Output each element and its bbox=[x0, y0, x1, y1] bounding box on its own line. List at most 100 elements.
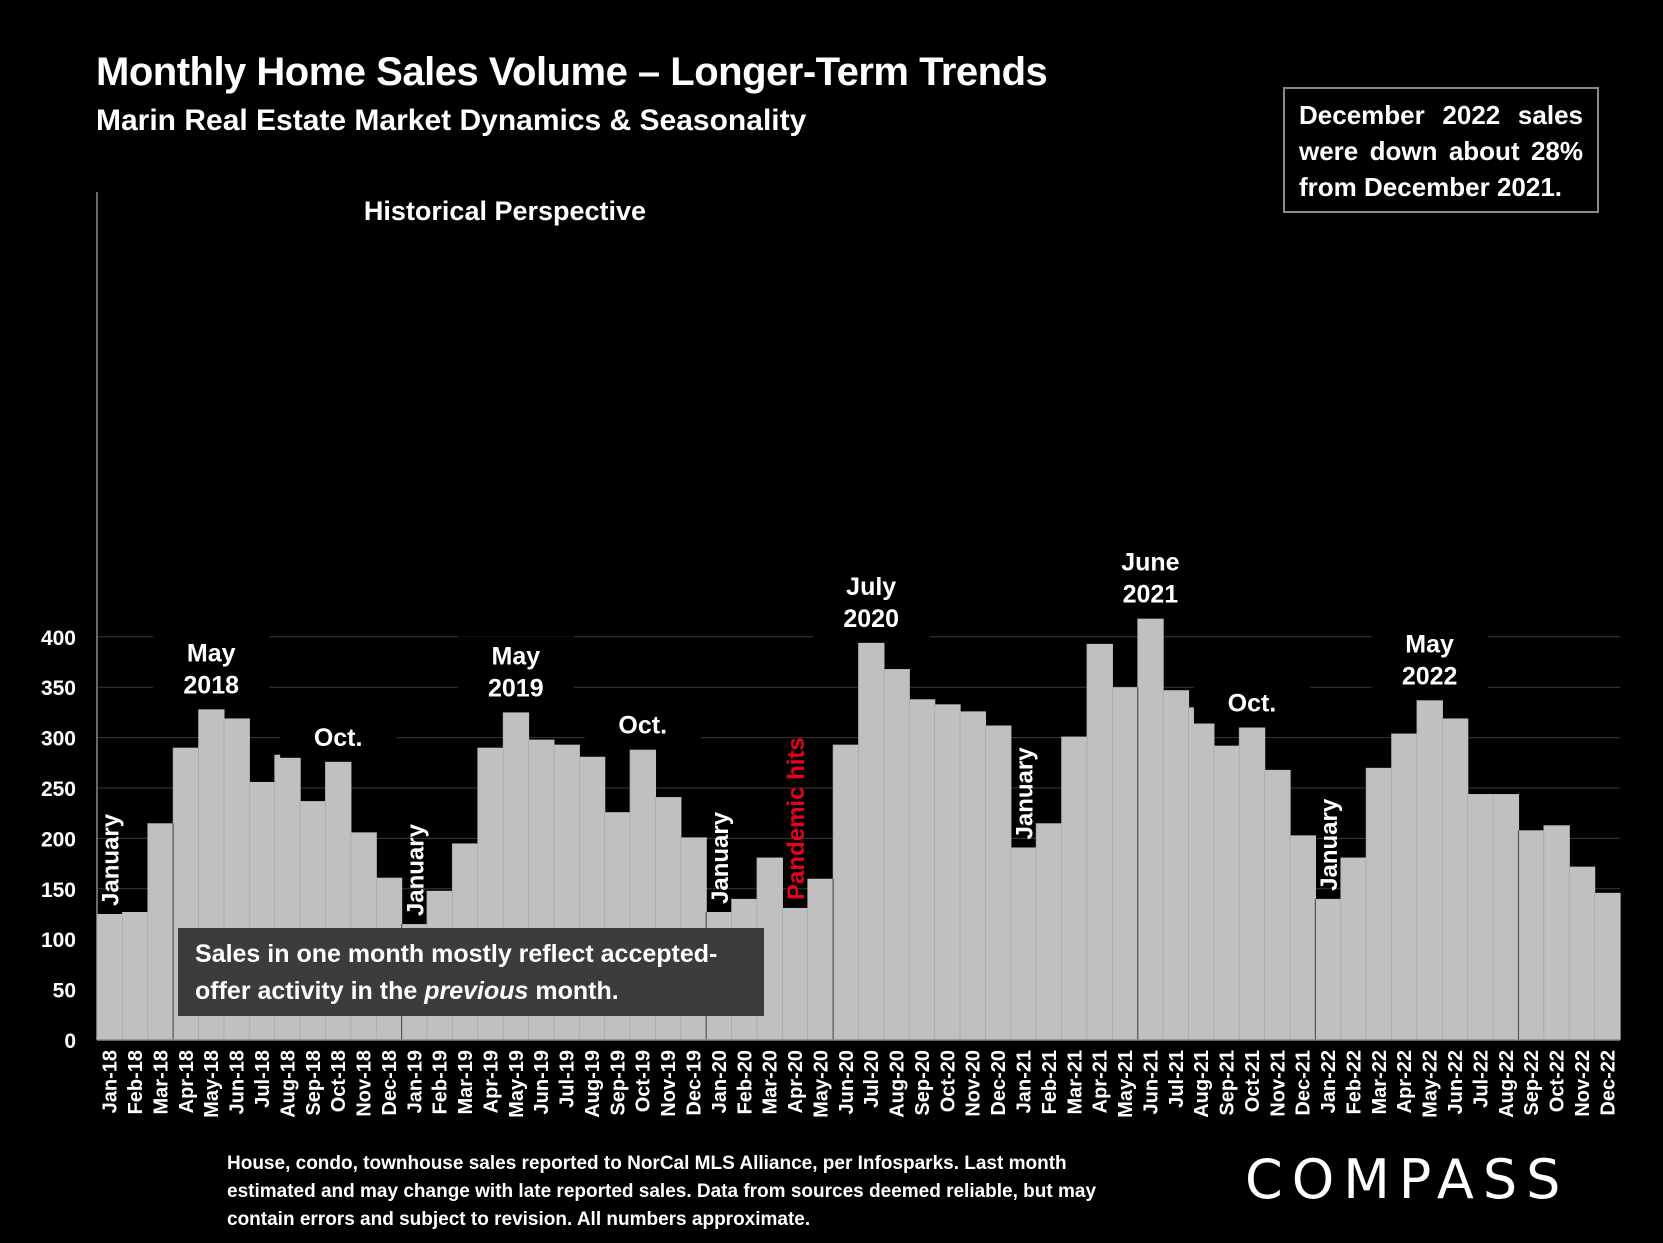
y-tick-label: 400 bbox=[41, 627, 76, 650]
x-tick-label: Jun-22 bbox=[1445, 1050, 1467, 1114]
bar bbox=[1315, 898, 1342, 1040]
x-tick-label: Mar-21 bbox=[1064, 1050, 1086, 1114]
x-tick-label: Nov-20 bbox=[963, 1050, 985, 1117]
bar bbox=[858, 642, 885, 1040]
peak-label: May bbox=[1405, 630, 1454, 658]
bar bbox=[985, 725, 1012, 1040]
peak-label: May bbox=[187, 639, 236, 667]
x-tick-label: Jul-20 bbox=[861, 1050, 883, 1108]
x-tick-label: Jun-19 bbox=[531, 1050, 553, 1114]
annotation-background bbox=[457, 636, 574, 709]
x-tick-label: Mar-20 bbox=[760, 1050, 782, 1114]
bar bbox=[1340, 857, 1367, 1040]
january-label: January bbox=[707, 811, 734, 904]
x-tick-label: Mar-18 bbox=[150, 1050, 172, 1114]
x-tick-label: Dec-22 bbox=[1597, 1050, 1619, 1116]
x-tick-label: Sep-19 bbox=[607, 1050, 629, 1116]
x-tick-label: Feb-19 bbox=[430, 1050, 452, 1114]
x-tick-label: Sep-18 bbox=[303, 1050, 325, 1116]
x-tick-label: Apr-19 bbox=[480, 1050, 502, 1113]
note-line-1: Sales in one month mostly reflect accept… bbox=[195, 940, 717, 968]
bar bbox=[1366, 767, 1393, 1040]
bar bbox=[960, 711, 987, 1040]
annotation-background bbox=[813, 566, 930, 639]
peak-label: 2018 bbox=[183, 671, 239, 699]
bar bbox=[807, 878, 834, 1040]
y-tick-label: 150 bbox=[41, 879, 76, 902]
annotation-background bbox=[1193, 683, 1310, 724]
chart-title: Historical Perspective bbox=[364, 196, 646, 226]
peak-label: July bbox=[846, 573, 896, 601]
x-tick-label: Apr-20 bbox=[785, 1050, 807, 1113]
bar bbox=[1137, 618, 1164, 1040]
title-background bbox=[345, 188, 665, 232]
x-tick-label: Apr-18 bbox=[176, 1050, 198, 1113]
bar bbox=[934, 704, 961, 1040]
x-tick-label: Feb-22 bbox=[1343, 1050, 1365, 1114]
bar bbox=[1036, 823, 1063, 1040]
x-tick-label: Aug-21 bbox=[1191, 1050, 1213, 1118]
x-tick-label: Dec-19 bbox=[684, 1050, 706, 1116]
peak-label: Oct. bbox=[1228, 690, 1277, 718]
x-tick-label: Sep-20 bbox=[912, 1050, 934, 1116]
x-tick-label: Oct-20 bbox=[937, 1050, 959, 1112]
bar bbox=[1163, 690, 1190, 1040]
x-tick-label: May-18 bbox=[201, 1050, 223, 1118]
peak-label: 2022 bbox=[1402, 662, 1458, 690]
annotation-background bbox=[280, 717, 397, 758]
y-tick-label: 300 bbox=[41, 728, 76, 751]
peak-label: 2021 bbox=[1123, 581, 1179, 609]
january-label: January bbox=[1011, 747, 1038, 840]
bar bbox=[1391, 733, 1418, 1040]
bar bbox=[1594, 892, 1621, 1040]
annotation-background bbox=[1092, 542, 1209, 615]
y-tick-label: 200 bbox=[41, 828, 76, 851]
y-tick-label: 350 bbox=[41, 677, 76, 700]
bar bbox=[1213, 745, 1240, 1040]
x-tick-label: Feb-21 bbox=[1039, 1050, 1061, 1114]
bar bbox=[1543, 825, 1570, 1040]
bar bbox=[883, 669, 910, 1040]
x-tick-label: Feb-20 bbox=[734, 1050, 756, 1114]
bar bbox=[1569, 866, 1596, 1040]
x-tick-label: Feb-18 bbox=[125, 1050, 147, 1114]
x-tick-label: Oct-18 bbox=[328, 1050, 350, 1112]
x-tick-label: Aug-18 bbox=[277, 1050, 299, 1118]
x-tick-label: Aug-19 bbox=[582, 1050, 604, 1118]
page-subtitle: Marin Real Estate Market Dynamics & Seas… bbox=[96, 104, 807, 137]
x-tick-label: May-21 bbox=[1115, 1050, 1137, 1118]
bar bbox=[1442, 718, 1469, 1040]
bar bbox=[909, 699, 936, 1040]
bar bbox=[147, 823, 174, 1040]
x-tick-label: Oct-22 bbox=[1547, 1050, 1569, 1112]
annotation-background bbox=[584, 705, 701, 746]
x-tick-label: Nov-19 bbox=[658, 1050, 680, 1117]
x-tick-label: May-22 bbox=[1420, 1050, 1442, 1118]
x-tick-label: Aug-20 bbox=[887, 1050, 909, 1118]
x-tick-label: Jan-20 bbox=[709, 1050, 731, 1113]
x-tick-label: Jul-19 bbox=[557, 1050, 579, 1108]
y-tick-label: 50 bbox=[53, 980, 76, 1003]
x-tick-label: Jan-21 bbox=[1013, 1050, 1035, 1113]
x-tick-label: Nov-22 bbox=[1572, 1050, 1594, 1117]
peak-label: Oct. bbox=[314, 724, 363, 752]
x-tick-label: Sep-22 bbox=[1521, 1050, 1543, 1116]
annotation-background bbox=[153, 633, 270, 706]
x-tick-label: Apr-21 bbox=[1090, 1050, 1112, 1113]
bar bbox=[1290, 835, 1316, 1040]
x-tick-label: Jun-20 bbox=[836, 1050, 858, 1114]
bar bbox=[1264, 769, 1291, 1040]
bar bbox=[1416, 700, 1443, 1040]
x-tick-label: Jul-22 bbox=[1470, 1050, 1492, 1108]
x-tick-label: Jan-19 bbox=[404, 1050, 426, 1113]
note-box bbox=[178, 928, 764, 1016]
peak-label: 2020 bbox=[843, 605, 899, 633]
note-line-2: offer activity in the previous month. bbox=[195, 977, 619, 1005]
x-tick-label: Mar-19 bbox=[455, 1050, 477, 1114]
x-tick-label: Nov-18 bbox=[354, 1050, 376, 1117]
bar bbox=[97, 914, 123, 1040]
x-tick-label: Jan-18 bbox=[100, 1050, 122, 1113]
pandemic-label: Pandemic hits bbox=[783, 737, 810, 900]
january-label: January bbox=[1316, 798, 1343, 891]
